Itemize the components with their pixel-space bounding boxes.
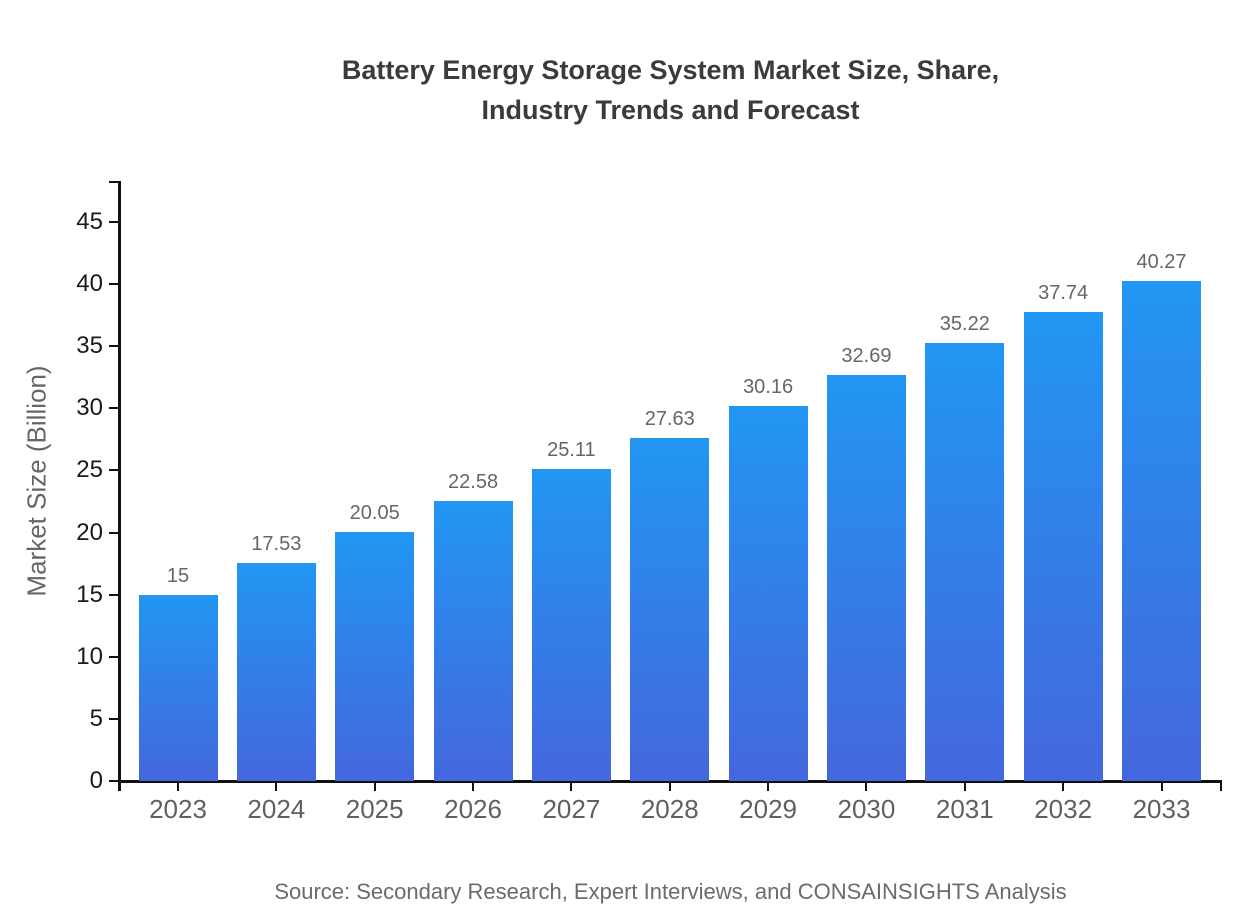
x-tick bbox=[1160, 781, 1163, 791]
chart-title: Battery Energy Storage System Market Siz… bbox=[81, 50, 1260, 130]
x-tick bbox=[275, 781, 278, 791]
source-note: Source: Secondary Research, Expert Inter… bbox=[274, 879, 1067, 904]
bar bbox=[236, 563, 316, 781]
y-tick-label: 45 bbox=[76, 208, 103, 235]
y-tick-label: 25 bbox=[76, 456, 103, 484]
x-tick bbox=[865, 781, 868, 791]
x-tick-label: 2026 bbox=[444, 794, 502, 824]
bar bbox=[335, 531, 415, 781]
chart-title-line1: Battery Energy Storage System Market Siz… bbox=[341, 55, 1000, 85]
x-tick-label: 2023 bbox=[149, 794, 207, 824]
bar bbox=[531, 469, 611, 781]
y-tick-label: 35 bbox=[76, 332, 103, 360]
x-tick-label: 2024 bbox=[247, 794, 306, 824]
bar bbox=[728, 406, 808, 781]
bar-value-label: 27.63 bbox=[644, 407, 695, 430]
bar-value-label: 20.05 bbox=[349, 501, 400, 524]
x-tick-label: 2030 bbox=[837, 794, 896, 824]
y-axis-line bbox=[118, 181, 121, 791]
x-tick bbox=[373, 781, 376, 791]
y-tick bbox=[109, 593, 119, 596]
x-tick bbox=[767, 781, 770, 791]
bar-value-label: 35.22 bbox=[939, 313, 990, 336]
x-tick bbox=[963, 781, 966, 791]
y-tick bbox=[109, 780, 119, 782]
y-tick bbox=[109, 283, 119, 286]
x-tick-label: 2029 bbox=[739, 794, 798, 824]
y-tick bbox=[109, 469, 119, 472]
bar bbox=[925, 343, 1005, 781]
bar-value-label: 17.53 bbox=[251, 533, 302, 556]
bar-value-label: 25.11 bbox=[547, 439, 596, 462]
chart-title-line2: Industry Trends and Forecast bbox=[481, 95, 860, 125]
y-tick-label: 20 bbox=[76, 518, 103, 546]
x-axis-end-tick bbox=[1220, 781, 1222, 791]
x-tick bbox=[668, 781, 671, 791]
y-tick bbox=[109, 531, 119, 534]
y-tick bbox=[109, 655, 119, 658]
y-tick-label: 0 bbox=[89, 767, 103, 794]
x-tick-label: 2028 bbox=[640, 794, 699, 824]
x-tick-label: 2033 bbox=[1132, 794, 1191, 824]
bar bbox=[630, 437, 710, 781]
x-tick-label: 2032 bbox=[1034, 794, 1093, 824]
bar-value-label: 32.69 bbox=[841, 344, 892, 367]
bar bbox=[138, 594, 218, 781]
y-tick-label: 30 bbox=[76, 394, 103, 422]
y-tick bbox=[109, 717, 119, 720]
y-tick-label: 10 bbox=[76, 642, 103, 670]
bar-value-label: 37.74 bbox=[1038, 282, 1089, 305]
y-tick-label: 40 bbox=[76, 270, 103, 298]
bar-value-label: 30.16 bbox=[743, 376, 794, 399]
x-tick bbox=[1062, 781, 1065, 791]
bar bbox=[1122, 280, 1201, 781]
x-tick bbox=[570, 781, 573, 791]
y-axis-end-tick bbox=[109, 181, 119, 183]
bar bbox=[433, 500, 513, 781]
bar bbox=[826, 374, 906, 781]
y-tick-label: 5 bbox=[89, 704, 103, 732]
bar bbox=[1023, 312, 1103, 781]
x-tick-label: 2031 bbox=[935, 794, 994, 824]
bar-value-label: 40.27 bbox=[1136, 250, 1187, 273]
x-tick-label: 2027 bbox=[542, 794, 601, 824]
y-tick bbox=[109, 345, 119, 348]
y-tick-label: 15 bbox=[76, 580, 103, 608]
bar-value-label: 22.58 bbox=[448, 470, 499, 493]
y-tick bbox=[109, 407, 119, 410]
x-tick bbox=[177, 781, 179, 791]
x-tick bbox=[472, 781, 475, 791]
x-tick-label: 2025 bbox=[345, 794, 404, 824]
y-tick bbox=[109, 221, 119, 223]
bar-value-label: 15 bbox=[166, 564, 190, 587]
